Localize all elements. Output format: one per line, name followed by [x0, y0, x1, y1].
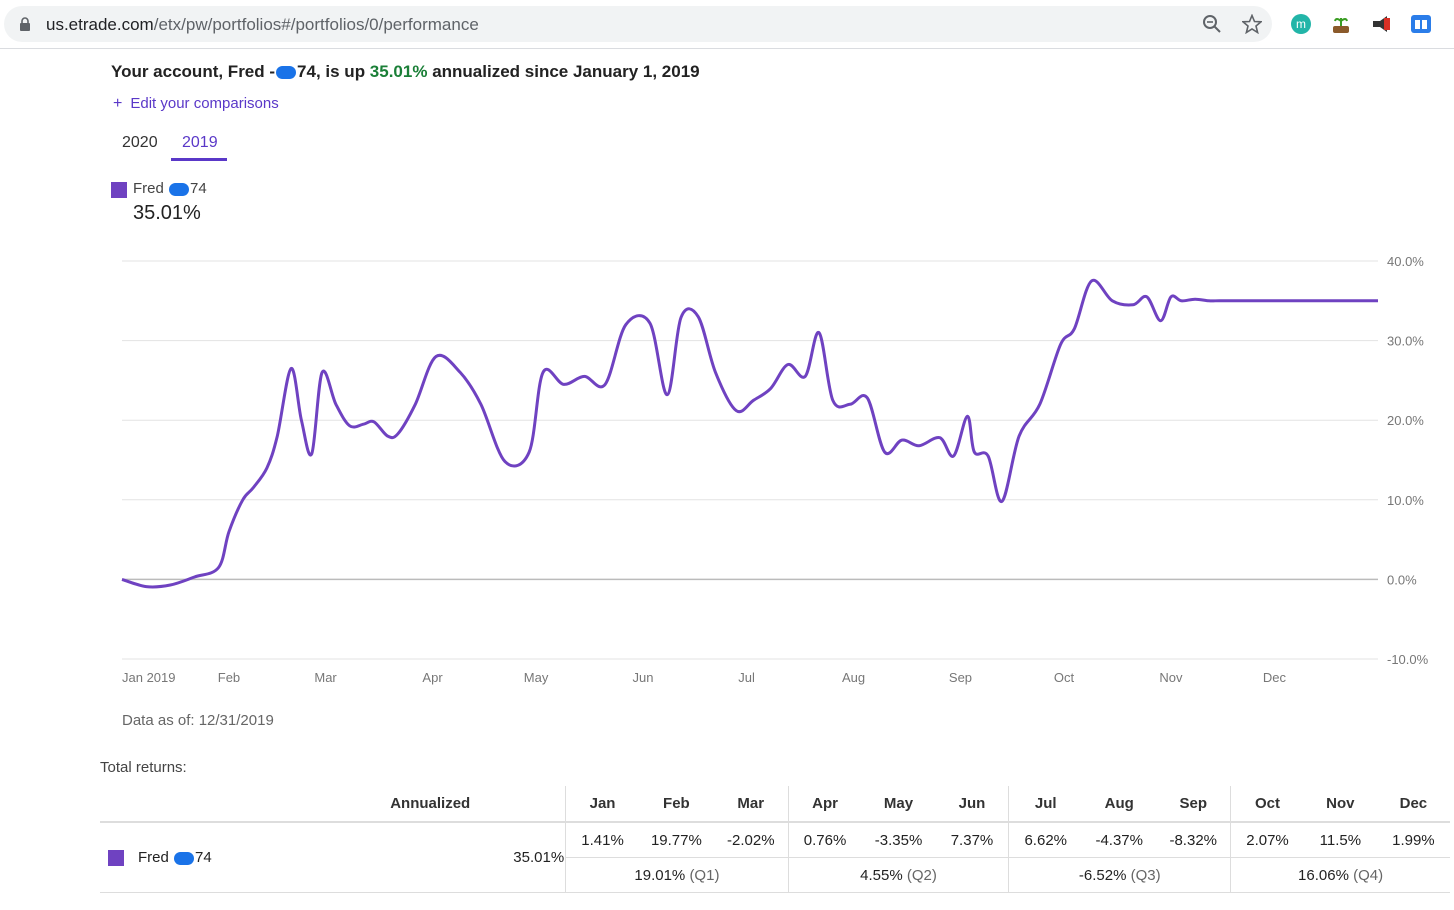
account-swatch	[108, 850, 124, 867]
x-tick-label: Nov	[1159, 670, 1183, 685]
quarter-return-cell: -6.52% (Q3)	[1008, 857, 1231, 893]
x-tick-label: Feb	[218, 670, 240, 685]
redaction-mark	[169, 182, 190, 196]
tab-2019[interactable]: 2019	[182, 134, 218, 151]
performance-headline: Your account, Fred -74, is up 35.01% ann…	[111, 62, 700, 81]
plus-icon: +	[113, 95, 123, 112]
browser-toolbar: us.etrade.com/etx/pw/portfolios#/portfol…	[0, 0, 1454, 49]
total-returns-table: Annualized Jan Feb Mar Apr May Jun Jul A…	[100, 786, 1450, 893]
month-header: Mar	[713, 786, 789, 823]
star-icon[interactable]	[1242, 14, 1262, 34]
extension-plant-icon[interactable]	[1330, 13, 1352, 35]
month-return-cell: -4.37%	[1095, 831, 1143, 849]
month-header: Feb	[638, 786, 714, 823]
redaction-mark	[276, 66, 297, 80]
x-tick-label: Sep	[949, 670, 972, 685]
x-tick-label: Jul	[738, 670, 755, 685]
x-tick-label: Jan 2019	[122, 670, 176, 685]
y-tick-label: 10.0%	[1387, 493, 1424, 508]
series-line	[121, 278, 1379, 589]
quarterly-return-row: 19.01% (Q1) 4.55% (Q2) -6.52% (Q3) 16.06…	[100, 857, 1450, 893]
account-name-cell: Fred 74	[100, 822, 296, 893]
month-header: Nov	[1303, 786, 1377, 823]
month-return-cell: -2.02%	[727, 831, 775, 849]
lock-icon	[20, 17, 30, 31]
y-tick-label: 20.0%	[1387, 413, 1424, 428]
month-return-cell: 7.37%	[950, 831, 994, 849]
x-tick-label: Oct	[1054, 670, 1075, 685]
y-tick-label: 40.0%	[1387, 254, 1424, 269]
megaphone-icon[interactable]	[1370, 13, 1392, 35]
url-text[interactable]: us.etrade.com/etx/pw/portfolios#/portfol…	[46, 15, 479, 34]
zoom-icon[interactable]	[1202, 14, 1222, 34]
month-header: Oct	[1230, 786, 1304, 823]
active-tab-indicator	[171, 158, 227, 161]
month-return-cell: 2.07%	[1230, 822, 1304, 858]
month-header: Jun	[935, 786, 1009, 823]
legend-swatch	[111, 182, 127, 198]
month-return-cell: 6.62%	[1008, 822, 1083, 858]
quarter-return-cell: 16.06% (Q4)	[1230, 857, 1450, 893]
month-header: Dec	[1376, 786, 1450, 823]
month-header: Jul	[1008, 786, 1083, 823]
month-header: Sep	[1156, 786, 1231, 823]
redaction-mark	[174, 851, 195, 865]
table-header-row: Annualized Jan Feb Mar Apr May Jun Jul A…	[100, 786, 1450, 823]
month-return-cell: -3.35%	[874, 831, 923, 849]
name-column-header	[100, 786, 296, 823]
address-bar[interactable]: us.etrade.com/etx/pw/portfolios#/portfol…	[4, 6, 1272, 42]
x-tick-label: Aug	[842, 670, 865, 685]
tab-2020[interactable]: 2020	[122, 134, 158, 151]
x-tick-label: Apr	[422, 670, 443, 685]
month-return-cell: -8.32%	[1169, 831, 1217, 849]
quarter-return-cell: 19.01% (Q1)	[565, 857, 789, 893]
month-header: May	[861, 786, 936, 823]
annualized-header: Annualized	[295, 786, 566, 823]
annualized-return: 35.01%	[369, 62, 428, 81]
month-return-cell: 1.99%	[1392, 831, 1435, 849]
y-tick-label: 30.0%	[1387, 334, 1424, 349]
month-return-cell: 11.5%	[1319, 831, 1362, 849]
book-extension-icon[interactable]	[1410, 13, 1432, 35]
extension-m-icon[interactable]: m	[1290, 13, 1312, 35]
edit-comparisons-link[interactable]: + Edit your comparisons	[113, 95, 279, 112]
total-returns-label: Total returns:	[100, 759, 187, 776]
x-tick-label: Jun	[633, 670, 654, 685]
x-tick-label: Dec	[1263, 670, 1287, 685]
month-header: Apr	[787, 786, 862, 823]
legend-account-name: Fred 74	[133, 180, 207, 197]
y-tick-label: -10.0%	[1387, 652, 1429, 667]
month-header: Aug	[1082, 786, 1157, 823]
data-as-of: Data as of: 12/31/2019	[122, 712, 274, 729]
legend-return-value: 35.01%	[133, 202, 201, 224]
month-return-cell: 1.41%	[565, 822, 639, 858]
y-tick-label: 0.0%	[1387, 572, 1417, 587]
performance-chart[interactable]: 40.0% 30.0% 20.0% 10.0% 0.0% -10.0% Jan 2019 Fe…	[0, 240, 1454, 700]
monthly-return-row: Fred 74 35.01% 1.41% 19.77% -2.02% 0.76%…	[100, 822, 1450, 893]
x-tick-label: Mar	[314, 670, 337, 685]
annualized-cell: 35.01%	[295, 822, 566, 893]
svg-text:m: m	[1296, 17, 1306, 31]
month-return-cell: 19.77%	[650, 831, 702, 849]
x-tick-label: May	[524, 670, 549, 685]
month-return-cell: 0.76%	[787, 822, 862, 858]
quarter-return-cell: 4.55% (Q2)	[787, 857, 1009, 893]
month-header: Jan	[565, 786, 639, 823]
